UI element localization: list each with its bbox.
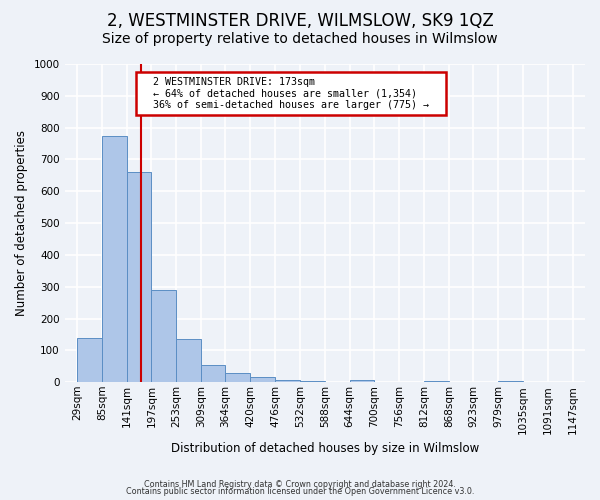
- X-axis label: Distribution of detached houses by size in Wilmslow: Distribution of detached houses by size …: [170, 442, 479, 455]
- Bar: [350, 380, 374, 382]
- Bar: [226, 372, 250, 382]
- Bar: [275, 380, 300, 382]
- Text: Size of property relative to detached houses in Wilmslow: Size of property relative to detached ho…: [102, 32, 498, 46]
- Text: Contains public sector information licensed under the Open Government Licence v3: Contains public sector information licen…: [126, 488, 474, 496]
- Bar: [300, 380, 325, 382]
- Bar: [250, 378, 275, 382]
- Bar: [77, 338, 102, 382]
- Text: 2 WESTMINSTER DRIVE: 173sqm
  ← 64% of detached houses are smaller (1,354)
  36%: 2 WESTMINSTER DRIVE: 173sqm ← 64% of det…: [141, 76, 441, 110]
- Text: 2, WESTMINSTER DRIVE, WILMSLOW, SK9 1QZ: 2, WESTMINSTER DRIVE, WILMSLOW, SK9 1QZ: [107, 12, 493, 30]
- Y-axis label: Number of detached properties: Number of detached properties: [15, 130, 28, 316]
- Bar: [151, 290, 176, 382]
- Bar: [127, 172, 151, 382]
- Bar: [424, 380, 449, 382]
- Bar: [201, 364, 226, 382]
- Bar: [498, 380, 523, 382]
- Bar: [176, 339, 201, 382]
- Text: Contains HM Land Registry data © Crown copyright and database right 2024.: Contains HM Land Registry data © Crown c…: [144, 480, 456, 489]
- Bar: [102, 136, 127, 382]
